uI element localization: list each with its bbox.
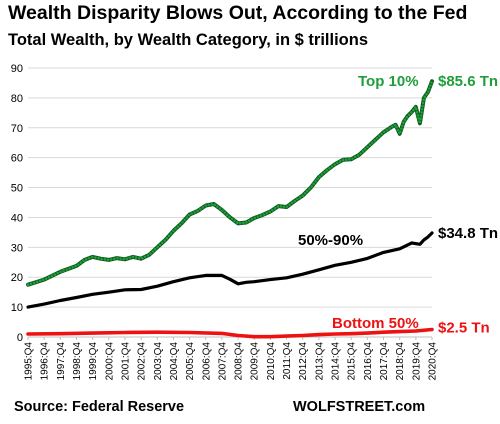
x-tick-label: 2020:Q4 — [428, 342, 439, 381]
x-tick-label: 1995:Q4 — [24, 342, 35, 381]
x-tick-label: 2005:Q4 — [185, 342, 196, 381]
series-lines — [26, 79, 434, 339]
x-tick-label: 2018:Q4 — [395, 342, 406, 381]
x-tick-label: 2000:Q4 — [104, 342, 115, 381]
axes: 0 10 20 30 40 50 60 70 80 90 1995:Q4 1996:Q4 1997:Q4… — [11, 63, 439, 380]
source-note: Source: Federal Reserve — [14, 399, 185, 415]
x-tick-label: 1996:Q4 — [40, 342, 51, 381]
x-tick-label: 2014:Q4 — [331, 342, 342, 381]
series-labels: Top 10% $85.6 Tn 50%-90% $34.8 Tn Bottom 50%… — [298, 73, 498, 337]
x-tick-label: 1998:Q4 — [72, 342, 83, 381]
series-line-top-10 — [26, 79, 434, 287]
y-tick-label: 20 — [11, 272, 23, 284]
x-tick-label: 1997:Q4 — [56, 342, 67, 381]
x-tick-label: 2016:Q4 — [363, 342, 374, 381]
series-end-value-label: $34.8 Tn — [438, 225, 498, 242]
x-tick-label: 2003:Q4 — [153, 342, 164, 381]
x-tick-label: 2006:Q4 — [201, 342, 212, 381]
y-tick-label: 50 — [11, 183, 23, 195]
y-tick-label: 10 — [11, 302, 23, 314]
chart-title: Wealth Disparity Blows Out, According to… — [8, 2, 468, 24]
x-tick-label: 2013:Q4 — [314, 342, 325, 381]
x-tick-label: 2008:Q4 — [234, 342, 245, 381]
chart-subtitle: Total Wealth, by Wealth Category, in $ t… — [8, 31, 368, 49]
x-tick-label: 2001:Q4 — [120, 342, 131, 381]
y-tick-label: 90 — [11, 63, 23, 75]
x-tick-label: 2019:Q4 — [411, 342, 422, 381]
series-end-value-label: $85.6 Tn — [438, 73, 498, 90]
gridlines — [28, 67, 432, 338]
series-name-label: Top 10% — [358, 73, 419, 90]
x-tick-label: 1999:Q4 — [88, 342, 99, 381]
x-tick-label: 2002:Q4 — [137, 342, 148, 381]
x-tick-label: 2010:Q4 — [266, 342, 277, 381]
x-tick-label: 2015:Q4 — [347, 342, 358, 381]
series-dots-top-10 — [26, 79, 434, 287]
series-line-bottom-50 — [26, 327, 434, 339]
x-tick-label: 2007:Q4 — [217, 342, 228, 381]
y-tick-label: 40 — [11, 212, 23, 224]
y-tick-label: 80 — [11, 93, 23, 105]
series-name-label: Bottom 50% — [332, 315, 419, 332]
y-tick-label: 0 — [17, 332, 23, 344]
series-end-value-label: $2.5 Tn — [438, 320, 490, 337]
y-tick-label: 60 — [11, 153, 23, 165]
x-tick-label: 2004:Q4 — [169, 342, 180, 381]
x-tick-label: 2009:Q4 — [250, 342, 261, 381]
series-line-50-90 — [26, 231, 434, 309]
y-tick-label: 30 — [11, 242, 23, 254]
y-tick-label: 70 — [11, 123, 23, 135]
brand-watermark: WOLFSTREET.com — [293, 399, 426, 415]
x-tick-label: 2012:Q4 — [298, 342, 309, 381]
x-tick-label: 2017:Q4 — [379, 342, 390, 381]
x-tick-label: 2011:Q4 — [282, 342, 293, 380]
series-name-label: 50%-90% — [298, 232, 363, 249]
